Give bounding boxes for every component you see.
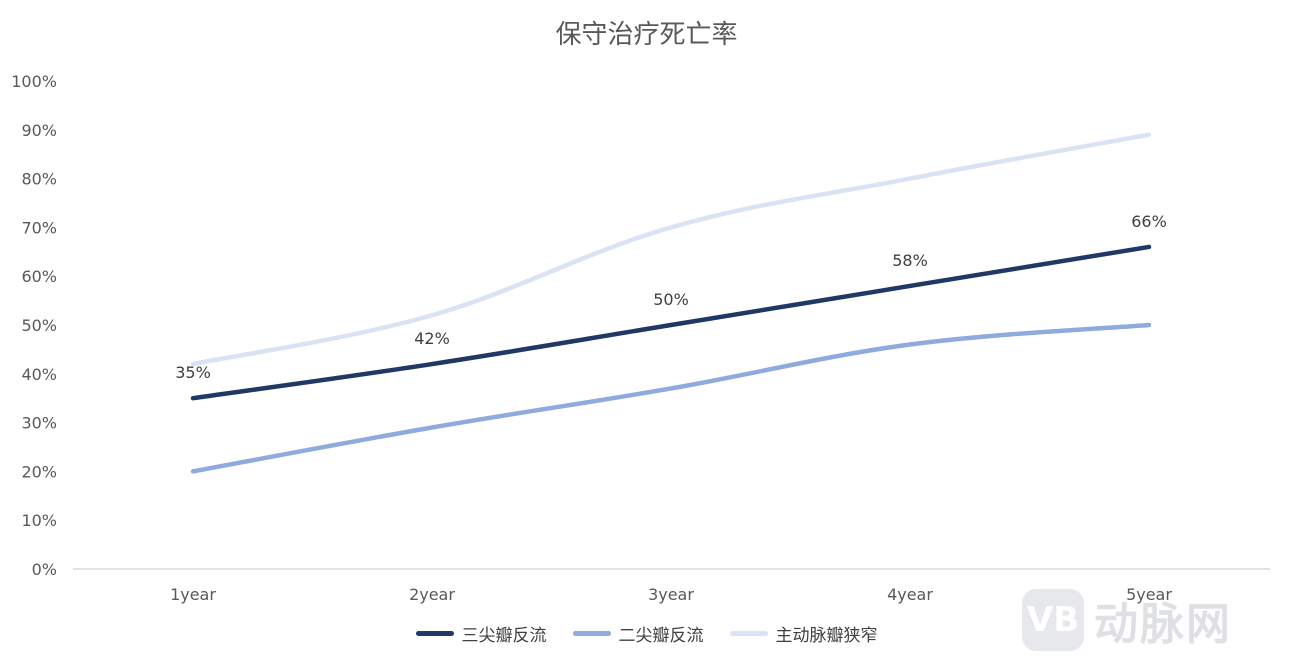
legend-item: 二尖瓣反流 <box>572 621 704 646</box>
y-tick-label: 80% <box>21 170 57 189</box>
data-label: 58% <box>892 251 928 270</box>
x-tick-label: 1year <box>170 585 216 604</box>
watermark-text: 动脉网 <box>1094 599 1232 650</box>
legend-item: 主动脉瓣狭窄 <box>729 621 878 646</box>
series-line-1 <box>190 322 1152 474</box>
legend-label: 主动脉瓣狭窄 <box>775 626 878 646</box>
series-line-0 <box>190 244 1152 401</box>
watermark: VB 动脉网 <box>1022 588 1232 652</box>
y-tick-label: 90% <box>21 121 57 140</box>
x-tick-label: 5year <box>1126 585 1172 604</box>
x-tick-label: 4year <box>887 585 933 604</box>
y-tick-label: 60% <box>21 267 57 286</box>
y-tick-label: 50% <box>21 316 57 335</box>
y-tick-label: 0% <box>32 560 57 579</box>
y-tick-label: 30% <box>21 414 57 433</box>
data-label: 35% <box>175 363 211 382</box>
legend: 三尖瓣反流 二尖瓣反流 主动脉瓣狭窄 <box>0 621 1293 646</box>
data-label: 42% <box>414 329 450 348</box>
series-line-2 <box>190 132 1152 367</box>
data-label: 50% <box>653 290 689 309</box>
chart-title: 保守治疗死亡率 <box>555 20 738 50</box>
legend-swatch <box>415 631 454 636</box>
legend-label: 三尖瓣反流 <box>461 626 547 646</box>
y-tick-label: 40% <box>21 365 57 384</box>
data-label: 66% <box>1131 212 1167 231</box>
y-tick-label: 10% <box>21 511 57 530</box>
legend-label: 二尖瓣反流 <box>618 626 704 646</box>
y-tick-label: 20% <box>21 462 57 481</box>
x-tick-label: 2year <box>409 585 455 604</box>
legend-swatch <box>729 631 768 636</box>
y-tick-label: 100% <box>11 72 57 91</box>
y-tick-label: 70% <box>21 218 57 237</box>
watermark-logo: VB <box>1022 589 1084 651</box>
x-tick-label: 3year <box>648 585 694 604</box>
legend-swatch <box>572 631 611 636</box>
legend-item: 三尖瓣反流 <box>415 621 547 646</box>
